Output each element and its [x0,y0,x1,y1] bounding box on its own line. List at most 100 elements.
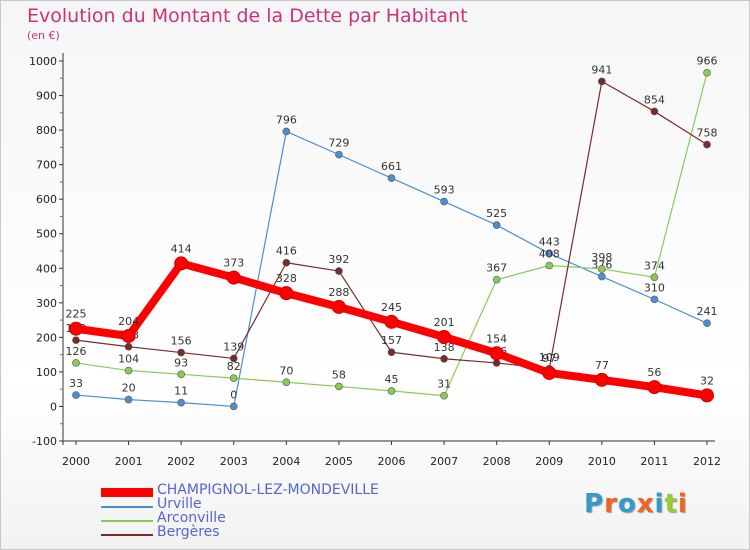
series-point [72,359,80,367]
legend-swatch [101,534,153,536]
x-tick-label: 2011 [640,455,668,468]
x-tick-label: 2007 [430,455,458,468]
series-point [282,258,291,267]
series-point [177,370,185,379]
legend-label: Bergères [157,524,220,540]
y-tick-label: 100 [36,366,57,379]
data-label: 373 [223,257,244,270]
series-point [492,275,501,284]
x-tick-label: 2006 [378,455,406,468]
data-label: 56 [647,366,661,379]
legend-label: Urville [157,496,202,512]
series-point [700,388,714,403]
series-point [72,336,80,344]
y-tick-label: 700 [36,159,57,172]
series-point [545,261,554,270]
proxiti-logo: Proxiti [584,489,688,519]
x-tick-label: 2010 [588,455,616,468]
data-label: 45 [385,373,399,386]
data-label: 104 [118,353,139,366]
series-point [387,174,396,182]
series-point [226,270,241,285]
data-label: 966 [697,55,718,68]
data-label: 225 [66,308,87,321]
series-point [598,77,606,86]
x-tick-label: 2004 [272,455,300,468]
data-label: 374 [644,259,665,272]
y-tick-label: 1000 [29,55,57,68]
data-label: 941 [591,63,612,76]
data-label: 204 [118,315,139,328]
y-tick-label: 800 [36,124,57,137]
series-point [335,150,343,159]
data-label: 97 [542,352,556,365]
series-point [650,107,659,116]
legend-swatch [101,520,153,522]
series-point [124,366,133,375]
series-point [177,348,185,357]
x-tick-label: 2001 [115,455,143,468]
data-label: 854 [644,93,665,106]
data-label: 70 [279,364,293,377]
series-point [598,272,606,281]
legend-swatch [101,488,153,497]
y-tick-label: 400 [36,262,57,275]
data-label: 758 [697,127,718,140]
series-point [703,68,711,77]
data-label: 20 [122,382,136,395]
series-point [121,328,136,343]
series-point [703,319,711,328]
x-tick-label: 2009 [535,455,563,468]
data-label: 126 [66,345,87,358]
data-label: 33 [69,377,83,390]
data-label: 138 [434,341,455,354]
legend-label: CHAMPIGNOL-LEZ-MONDEVILLE [157,482,379,498]
data-label: 367 [486,262,507,275]
data-label: 661 [381,160,402,173]
series-point [387,348,396,357]
series-point [124,395,133,404]
x-tick-label: 2005 [325,455,353,468]
y-tick-label: 600 [36,193,57,206]
data-label: 201 [434,316,455,329]
series-point [594,372,609,387]
data-label: 414 [171,242,192,255]
chart-title: Evolution du Montant de la Dette par Hab… [27,5,468,27]
data-label: 525 [486,207,507,220]
data-label: 31 [437,378,451,391]
series-point [335,267,343,275]
x-tick-label: 2003 [220,455,248,468]
x-tick-label: 2012 [693,455,721,468]
data-label: 328 [276,272,297,285]
series-point [124,342,133,351]
series-point [598,265,606,273]
series-point [542,365,557,380]
series-point [387,387,396,395]
series-point [650,273,659,282]
series-point [703,140,711,149]
y-tick-label: -100 [32,435,57,448]
y-tick-label: 300 [36,297,57,310]
data-label: 11 [174,385,188,398]
series-point [492,359,501,367]
data-label: 416 [276,245,297,258]
series-point [437,330,452,345]
data-label: 408 [539,248,560,261]
y-tick-label: 500 [36,228,57,241]
series-point [440,197,448,206]
x-tick-label: 2000 [62,455,90,468]
series-point [492,221,501,229]
series-point [440,354,448,363]
data-label: 32 [700,374,714,387]
data-label: 796 [276,113,297,126]
series-point [229,354,238,363]
series-point [331,299,346,314]
data-label: 398 [591,251,612,264]
data-label: 154 [486,332,507,345]
legend-label: Arconville [157,510,226,526]
series-point [384,314,399,329]
data-label: 729 [328,137,349,150]
y-tick-label: 200 [36,331,57,344]
